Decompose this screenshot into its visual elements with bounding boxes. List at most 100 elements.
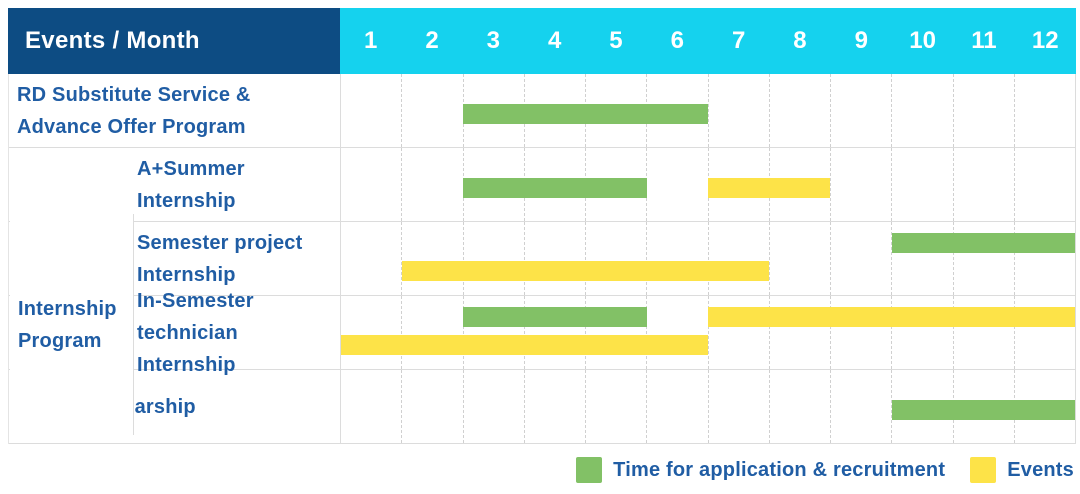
legend-swatch-application-recruitment — [576, 457, 603, 483]
month-gridline-column — [646, 370, 707, 443]
month-gridline-column — [401, 74, 462, 147]
month-gridline-column — [401, 296, 462, 369]
bar-lane — [341, 233, 1075, 253]
month-label: 2 — [425, 27, 439, 54]
bar-lanes — [341, 74, 1075, 147]
legend-label-events: Events — [1007, 458, 1074, 481]
row-label: A+Summer Internship — [9, 148, 340, 221]
month-gridline-column — [462, 74, 524, 147]
gantt-bar-green — [463, 104, 708, 124]
bar-lanes — [341, 148, 1075, 221]
row-chart-area — [340, 74, 1075, 147]
month-gridline-column — [462, 370, 524, 443]
row-chart-area — [340, 222, 1075, 295]
month-gridline-column — [891, 148, 952, 221]
month-gridline-column — [401, 148, 462, 221]
bar-lane — [341, 178, 1075, 198]
row-label-line: Internship — [137, 263, 236, 286]
month-label: 4 — [547, 27, 562, 54]
header-corner-cell: Events / Month — [8, 8, 340, 74]
month-gridline-column — [401, 370, 462, 443]
row-label-line: In-Semester — [137, 289, 254, 312]
month-gridline-column — [952, 296, 1014, 369]
month-gridline-column — [462, 296, 524, 369]
row-label-line: RD Substitute Service & — [17, 83, 251, 106]
legend-swatch-events — [970, 457, 997, 483]
table-header-row: Events / Month 1 2 3 4 5 6 7 8 9 10 11 12 — [8, 8, 1076, 74]
group-label-line: Program — [18, 329, 102, 352]
month-gridline-column — [401, 222, 462, 295]
month-gridline-column — [707, 296, 769, 369]
month-gridline-column — [585, 222, 646, 295]
month-label: 11 — [971, 27, 997, 54]
month-label: 6 — [670, 27, 684, 54]
bar-lane — [341, 104, 1075, 124]
month-gridline-column — [830, 222, 891, 295]
month-gridline-column — [891, 74, 952, 147]
bar-lanes — [341, 370, 1075, 443]
group-label-line: Internship — [18, 297, 117, 320]
month-gridline-column — [768, 74, 830, 147]
month-gridline-column — [830, 74, 891, 147]
month-gridline-column — [646, 222, 707, 295]
table-body: Internship Program RD Substitute Service … — [8, 74, 1076, 444]
month-gridline-column — [952, 74, 1014, 147]
month-gridline-column — [585, 296, 646, 369]
month-gridline-column — [830, 148, 891, 221]
month-label: 12 — [1031, 27, 1059, 54]
row-label-line: A+Summer — [137, 157, 245, 180]
month-gridline-column — [891, 222, 952, 295]
month-gridline-column — [707, 370, 769, 443]
month-label: 3 — [486, 27, 500, 54]
row-label: In-Semester technician Internship — [9, 290, 340, 376]
row-label-line: Internship — [137, 189, 236, 212]
month-label: 10 — [909, 27, 936, 54]
month-gridline-column — [523, 222, 585, 295]
row-label-line: technician Internship — [137, 321, 238, 376]
row-chart-area — [340, 370, 1075, 443]
gantt-bar-green — [463, 178, 647, 198]
row-label: Semester project Internship — [9, 222, 340, 295]
month-label: 9 — [854, 27, 868, 54]
gantt-bar-green — [891, 400, 1075, 420]
row-label-line: Semester project — [137, 231, 303, 254]
gantt-bar-green — [891, 233, 1075, 253]
row-chart-area — [340, 148, 1075, 221]
row-label: RD Substitute Service & Advance Offer Pro… — [9, 74, 340, 147]
gantt-row: Talent scholarship — [9, 370, 1075, 444]
month-gridline-column — [768, 296, 830, 369]
month-gridline-column — [1013, 296, 1075, 369]
month-gridline-column — [1013, 74, 1075, 147]
gantt-bar-yellow — [708, 307, 1075, 327]
group-cell-internship-program: Internship Program — [10, 214, 134, 435]
month-gridline-column — [830, 370, 891, 443]
month-gridline-column — [768, 222, 830, 295]
month-gridline-column — [707, 74, 769, 147]
month-gridline-column — [523, 296, 585, 369]
month-label: 1 — [363, 27, 378, 54]
bar-lanes — [341, 296, 1075, 369]
bar-lane — [341, 400, 1075, 420]
month-header: 1 2 3 4 5 6 7 8 9 10 11 12 — [340, 8, 1076, 74]
month-gridline-column — [1013, 148, 1075, 221]
bar-lanes — [341, 222, 1075, 295]
month-gridline-column — [523, 370, 585, 443]
month-gridline-column — [952, 148, 1014, 221]
month-gridline-column — [1013, 222, 1075, 295]
gantt-row: RD Substitute Service & Advance Offer Pro… — [9, 74, 1075, 148]
month-gridline-column — [646, 296, 707, 369]
gantt-bar-green — [463, 307, 647, 327]
gantt-table: Events / Month 1 2 3 4 5 6 7 8 9 10 11 12 Internshi… — [8, 8, 1076, 444]
bar-lane — [341, 335, 1075, 355]
gantt-row: A+Summer Internship — [9, 148, 1075, 222]
gantt-bar-yellow — [708, 178, 831, 198]
gantt-row: In-Semester technician Internship — [9, 290, 1075, 376]
month-label: 5 — [609, 27, 623, 54]
month-gridline-column — [462, 222, 524, 295]
bar-lane — [341, 261, 1075, 281]
month-gridline-column — [830, 296, 891, 369]
row-chart-area — [340, 296, 1075, 369]
month-gridline-column — [585, 370, 646, 443]
month-label: 7 — [731, 27, 746, 54]
